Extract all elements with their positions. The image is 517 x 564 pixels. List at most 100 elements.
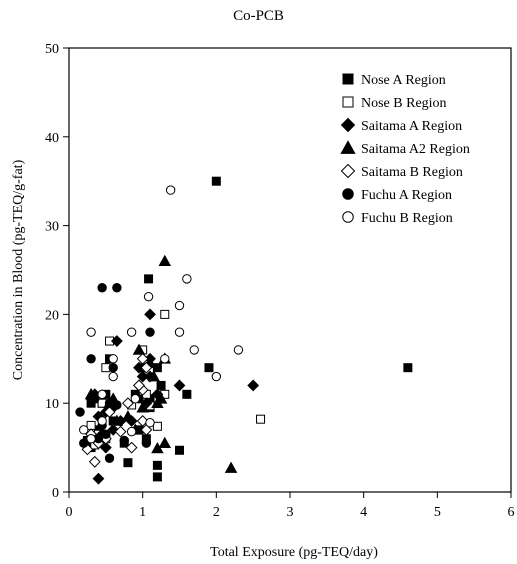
y-tick-label: 20 — [45, 308, 59, 323]
data-point — [156, 380, 166, 390]
x-tick-label: 6 — [508, 505, 515, 520]
data-point — [136, 352, 149, 365]
data-point — [92, 472, 105, 485]
data-point — [110, 335, 123, 347]
data-point — [86, 434, 96, 444]
y-tick-label: 0 — [52, 486, 59, 501]
legend-label: Saitama B Region — [361, 165, 463, 180]
data-point — [103, 406, 116, 418]
data-point — [132, 343, 146, 355]
data-point — [99, 441, 112, 454]
data-point — [88, 455, 101, 468]
data-point — [174, 300, 185, 311]
data-point — [182, 274, 192, 284]
data-point — [144, 308, 156, 321]
data-point — [174, 327, 185, 337]
data-point — [126, 426, 137, 437]
legend-marker — [342, 188, 354, 200]
data-point — [151, 396, 164, 409]
data-point — [112, 400, 122, 410]
legend-marker — [342, 73, 354, 85]
chart-title: Co-PCB — [233, 8, 284, 24]
data-point — [75, 407, 85, 417]
data-point — [182, 389, 192, 399]
legend-label: Saitama A2 Region — [361, 142, 470, 157]
data-point — [143, 291, 154, 302]
data-point — [247, 379, 260, 392]
y-tick-label: 50 — [45, 42, 59, 57]
data-point — [211, 371, 222, 382]
data-points — [75, 176, 413, 485]
data-point — [158, 436, 172, 448]
data-point — [86, 327, 96, 337]
data-point — [136, 401, 149, 413]
data-point — [110, 414, 124, 426]
legend-label: Nose A Region — [361, 73, 446, 88]
data-point — [108, 354, 118, 364]
series-fuchu-a-region — [75, 283, 155, 463]
data-point — [152, 460, 162, 470]
data-point — [256, 414, 266, 424]
legend-marker — [340, 163, 356, 179]
y-axis-label: Concentration in Blood (pg-TEQ/g-fat) — [11, 159, 26, 380]
x-tick-label: 0 — [66, 505, 73, 520]
data-point — [86, 420, 96, 430]
data-point — [160, 354, 170, 364]
data-point — [233, 345, 244, 355]
data-point — [136, 415, 149, 427]
data-point — [173, 379, 186, 392]
data-point — [107, 423, 120, 436]
data-point — [152, 421, 162, 431]
data-point — [133, 379, 145, 392]
x-tick-label: 3 — [287, 505, 294, 520]
legend-marker — [340, 140, 356, 154]
data-point — [130, 394, 141, 404]
data-point — [403, 363, 413, 373]
data-point — [86, 354, 96, 364]
legend-marker — [342, 96, 354, 108]
legend-marker — [340, 117, 356, 133]
data-point — [119, 435, 129, 446]
data-point — [140, 361, 153, 374]
data-point — [123, 458, 133, 468]
data-point — [145, 418, 155, 428]
legend: Nose A Region Nose B Region Saitama A Regi… — [340, 73, 470, 226]
legend-label: Saitama A Region — [361, 119, 462, 134]
y-tick-label: 10 — [45, 397, 59, 412]
data-point — [104, 453, 115, 463]
data-point — [112, 283, 122, 293]
data-point — [90, 394, 100, 404]
data-point — [114, 425, 127, 438]
data-point — [97, 389, 107, 400]
data-point — [108, 362, 118, 373]
data-point — [152, 472, 162, 482]
legend-label: Fuchu B Region — [361, 211, 453, 226]
y-tick-label: 40 — [45, 131, 59, 146]
data-point — [79, 425, 89, 435]
data-point — [126, 327, 137, 337]
data-point — [211, 176, 221, 186]
legend-marker — [342, 211, 354, 223]
data-point — [121, 410, 135, 422]
x-tick-label: 4 — [360, 505, 367, 520]
series-saitama-b-region — [81, 352, 153, 468]
legend-label: Fuchu A Region — [361, 188, 452, 203]
axes: 0 1 2 3 4 5 6 0 10 20 30 40 50 Total Exposure (pg-TEQ… — [11, 42, 515, 560]
data-point — [224, 461, 238, 473]
y-tick-label: 30 — [45, 220, 59, 235]
data-point — [204, 363, 214, 373]
x-tick-label: 2 — [213, 505, 220, 520]
data-point — [175, 445, 184, 455]
data-point — [158, 254, 172, 266]
data-point — [101, 429, 111, 439]
data-point — [125, 441, 138, 454]
data-point — [122, 397, 134, 410]
data-point — [141, 438, 152, 448]
data-point — [97, 283, 107, 293]
data-point — [108, 371, 118, 382]
series-fuchu-b-region — [79, 185, 244, 444]
data-point — [165, 185, 176, 195]
data-point — [189, 345, 199, 355]
